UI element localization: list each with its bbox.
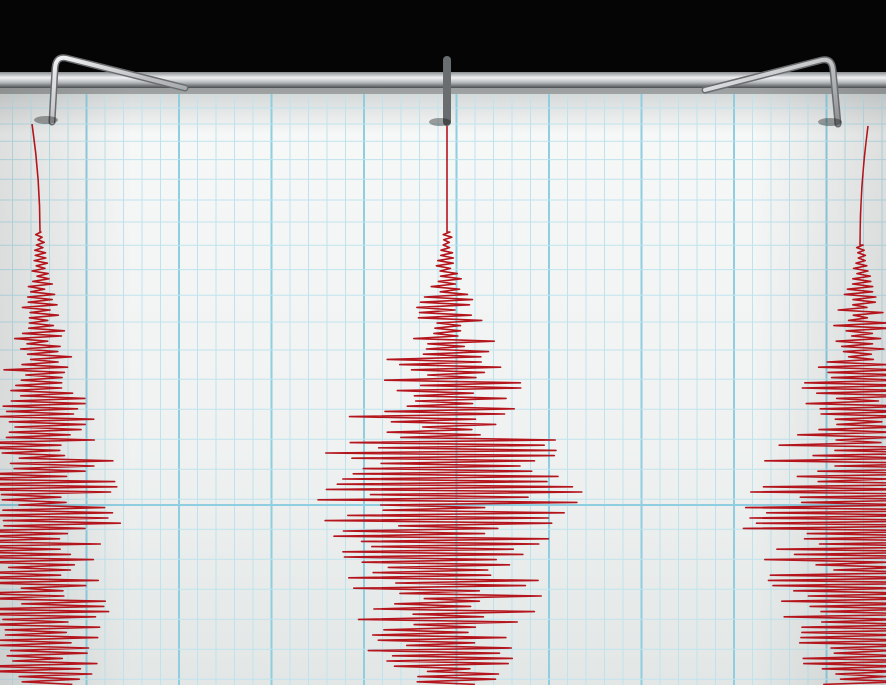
right-stylus-arm bbox=[701, 56, 842, 128]
left-stylus-shadow bbox=[34, 116, 58, 124]
right-stylus-shadow bbox=[818, 118, 842, 126]
center-stylus-shadow bbox=[429, 118, 451, 126]
center-stylus-trace bbox=[317, 124, 583, 685]
left-stylus-trace bbox=[0, 123, 122, 685]
left-stylus-arm bbox=[34, 54, 189, 126]
center-stylus-arm bbox=[429, 56, 451, 126]
seismic-traces bbox=[0, 123, 886, 685]
right-stylus-trace bbox=[742, 125, 886, 685]
